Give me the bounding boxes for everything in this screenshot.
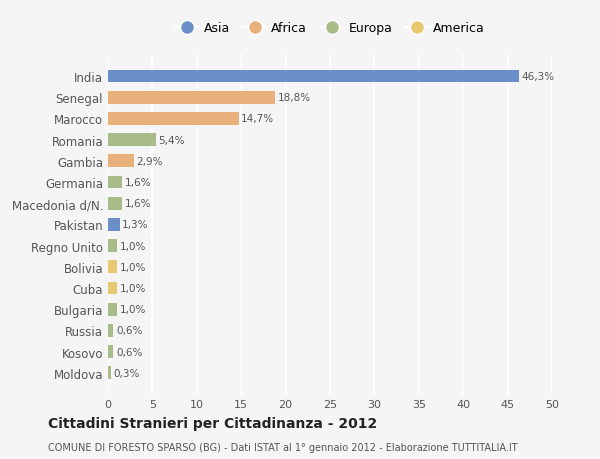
Bar <box>108 367 110 379</box>
Text: 1,0%: 1,0% <box>119 241 146 251</box>
Bar <box>108 197 122 210</box>
Text: 46,3%: 46,3% <box>522 72 555 82</box>
Text: 0,6%: 0,6% <box>116 347 142 357</box>
Bar <box>108 325 113 337</box>
Text: 14,7%: 14,7% <box>241 114 274 124</box>
Bar <box>108 261 117 274</box>
Text: 1,0%: 1,0% <box>119 283 146 293</box>
Bar <box>108 71 519 83</box>
Text: 1,6%: 1,6% <box>125 199 151 209</box>
Text: 2,9%: 2,9% <box>136 157 163 167</box>
Bar <box>108 155 134 168</box>
Bar <box>108 92 275 104</box>
Bar <box>108 240 117 252</box>
Text: 0,3%: 0,3% <box>113 368 140 378</box>
Legend: Asia, Africa, Europa, America: Asia, Africa, Europa, America <box>170 17 490 40</box>
Bar <box>108 282 117 295</box>
Bar <box>108 113 239 125</box>
Text: 1,6%: 1,6% <box>125 178 151 188</box>
Bar <box>108 134 156 147</box>
Text: 0,6%: 0,6% <box>116 326 142 336</box>
Bar <box>108 176 122 189</box>
Text: 1,0%: 1,0% <box>119 262 146 272</box>
Text: 18,8%: 18,8% <box>278 93 311 103</box>
Text: COMUNE DI FORESTO SPARSO (BG) - Dati ISTAT al 1° gennaio 2012 - Elaborazione TUT: COMUNE DI FORESTO SPARSO (BG) - Dati IST… <box>48 442 518 452</box>
Text: Cittadini Stranieri per Cittadinanza - 2012: Cittadini Stranieri per Cittadinanza - 2… <box>48 416 377 430</box>
Text: 5,4%: 5,4% <box>158 135 185 146</box>
Bar <box>108 346 113 358</box>
Text: 1,0%: 1,0% <box>119 304 146 314</box>
Bar <box>108 218 119 231</box>
Text: 1,3%: 1,3% <box>122 220 149 230</box>
Bar <box>108 303 117 316</box>
